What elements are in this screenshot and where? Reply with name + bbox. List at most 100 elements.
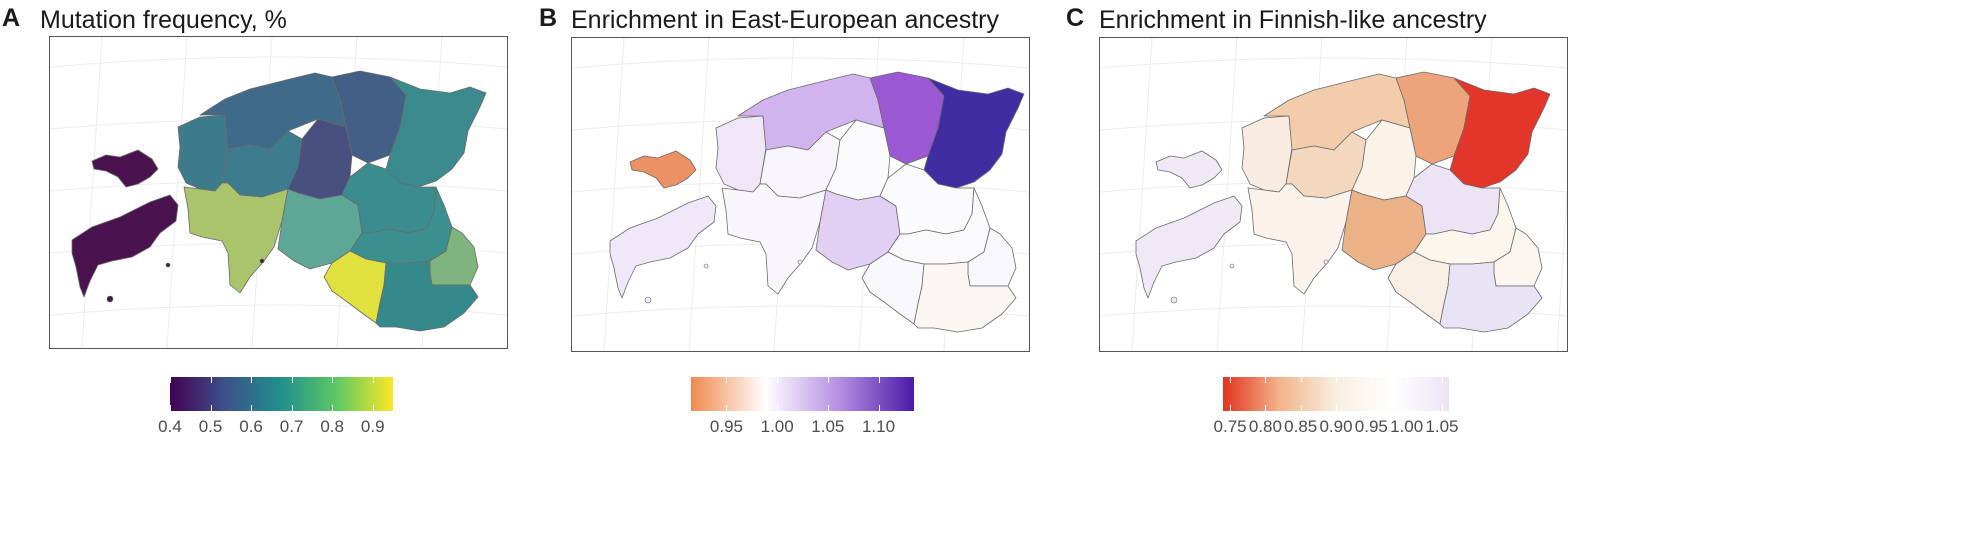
region-voru: [1439, 261, 1543, 333]
colorbar-tick-label: 1.00: [1390, 417, 1424, 436]
region-valga: [323, 250, 387, 324]
region-voru: [913, 261, 1017, 333]
map-b: [571, 37, 1030, 352]
graticule-line: [1556, 186, 1567, 351]
colorbar-tick: [372, 405, 374, 411]
colorbar-tick: [332, 405, 334, 411]
colorbar-tick-label: 0.90: [1319, 417, 1353, 436]
colorbar-tick: [1230, 405, 1232, 411]
region-hiiumaa: [629, 150, 697, 189]
colorbar-tick-label: 0.5: [198, 417, 223, 436]
graticule-line: [81, 37, 103, 348]
colorbar-tick: [777, 377, 779, 383]
map-c: [1099, 37, 1568, 352]
graticule-line: [1216, 38, 1238, 351]
panel-title-b: Enrichment in East-European ancestry: [571, 6, 999, 34]
islet: [1323, 259, 1329, 265]
colorbar-tick: [1336, 377, 1337, 383]
regions: [1135, 71, 1551, 333]
colorbar-tick-label: 0.4: [158, 417, 182, 436]
islet: [1170, 296, 1178, 304]
graticule-line: [688, 38, 710, 351]
colorbar-tick: [1441, 405, 1443, 411]
islet: [106, 295, 114, 303]
graticule-line: [572, 57, 1029, 69]
region-parnu: [183, 182, 289, 294]
colorbar-tick: [726, 405, 728, 411]
map-svg: [50, 37, 507, 348]
islet: [259, 258, 265, 264]
colorbar-tick: [1336, 405, 1337, 411]
colorbar-tick: [1406, 377, 1408, 383]
region-ida-viru: [1449, 77, 1551, 189]
colorbar-tick: [170, 377, 171, 383]
graticule-line: [1100, 57, 1567, 69]
region-valga: [1387, 251, 1451, 325]
colorbar-tick: [251, 377, 253, 383]
map-a: [49, 36, 508, 349]
colorbar-tick-label: 0.8: [320, 417, 344, 436]
panel-letter-c: C: [1066, 4, 1085, 32]
region-laane: [1241, 115, 1293, 193]
colorbar-b: [691, 377, 914, 411]
region-laane: [177, 114, 229, 192]
colorbar-tick: [291, 377, 293, 383]
region-hiiumaa: [1155, 150, 1223, 189]
panel-letter-b: B: [539, 4, 558, 32]
colorbar-tick-label: 0.85: [1284, 417, 1318, 436]
regions: [71, 70, 487, 332]
colorbar-tick: [1371, 377, 1373, 383]
colorbar-tick-label: 0.80: [1248, 417, 1282, 436]
map-svg: [1100, 38, 1567, 351]
graticule-line: [603, 38, 625, 351]
colorbar-tick-label: 0.75: [1213, 417, 1247, 436]
islet: [797, 259, 803, 265]
colorbar-tick-label: 1.00: [760, 417, 794, 436]
panel-title-a: Mutation frequency, %: [40, 6, 287, 34]
region-valga: [861, 251, 925, 325]
colorbar-tick: [1406, 405, 1408, 411]
colorbar-tick-label: 0.95: [1354, 417, 1388, 436]
colorbar-tick: [1300, 405, 1302, 411]
region-voru: [375, 260, 479, 332]
region-parnu: [1247, 183, 1353, 295]
regions: [609, 71, 1025, 333]
colorbar-tick-label: 1.05: [811, 417, 845, 436]
colorbar-tick: [251, 405, 253, 411]
colorbar-tick: [777, 405, 779, 411]
graticule-line: [166, 37, 188, 348]
panel-title-c: Enrichment in Finnish-like ancestry: [1099, 6, 1487, 34]
colorbar-tick: [332, 377, 334, 383]
islet: [644, 296, 652, 304]
colorbar-tick: [1265, 405, 1267, 411]
colorbar-tick-label: 0.95: [709, 417, 744, 436]
region-ida-viru: [923, 77, 1025, 189]
colorbar-tick: [726, 377, 728, 383]
colorbar-tick: [1265, 377, 1267, 383]
map-svg: [572, 38, 1029, 351]
colorbar-tick: [210, 405, 212, 411]
panel-letter-a: A: [2, 4, 21, 32]
colorbar-tick-label: 0.7: [279, 417, 304, 436]
colorbar-tick-label: 1.10: [861, 417, 896, 436]
colorbar-tick: [1300, 377, 1302, 383]
region-hiiumaa: [91, 149, 159, 188]
colorbar-tick: [1441, 377, 1443, 383]
region-saaremaa: [609, 195, 717, 299]
colorbar-tick: [291, 405, 293, 411]
region-laane: [715, 115, 767, 193]
islet: [165, 262, 171, 268]
region-ida-viru: [385, 76, 487, 188]
graticule-line: [1131, 38, 1153, 351]
islet: [1229, 263, 1235, 269]
colorbar-tick: [170, 405, 171, 411]
region-saaremaa: [71, 194, 179, 298]
colorbar-tick: [878, 405, 880, 411]
colorbar-tick: [210, 377, 212, 383]
colorbar-a: [170, 377, 393, 411]
region-saaremaa: [1135, 195, 1243, 299]
islet: [703, 263, 709, 269]
colorbar-tick-label: 1.05: [1425, 417, 1459, 436]
colorbar-tick: [1230, 377, 1232, 383]
colorbar-tick: [1371, 405, 1373, 411]
